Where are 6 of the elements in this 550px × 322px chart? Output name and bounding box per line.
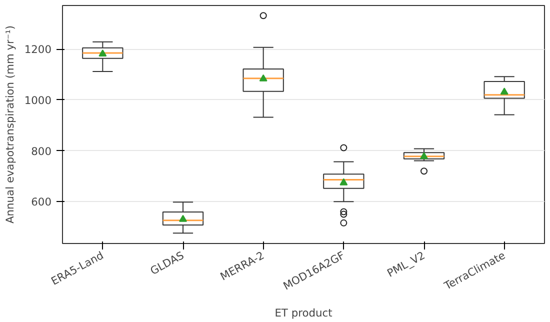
y-tick-label: 1000 [24, 94, 52, 107]
y-tick-label: 600 [31, 196, 52, 209]
y-axis-title: Annual evapotranspiration (mm yr⁻¹) [3, 26, 16, 224]
y-tick-label: 1200 [24, 43, 52, 56]
y-tick-label: 800 [31, 144, 52, 158]
x-axis-title: ET product [274, 306, 332, 320]
